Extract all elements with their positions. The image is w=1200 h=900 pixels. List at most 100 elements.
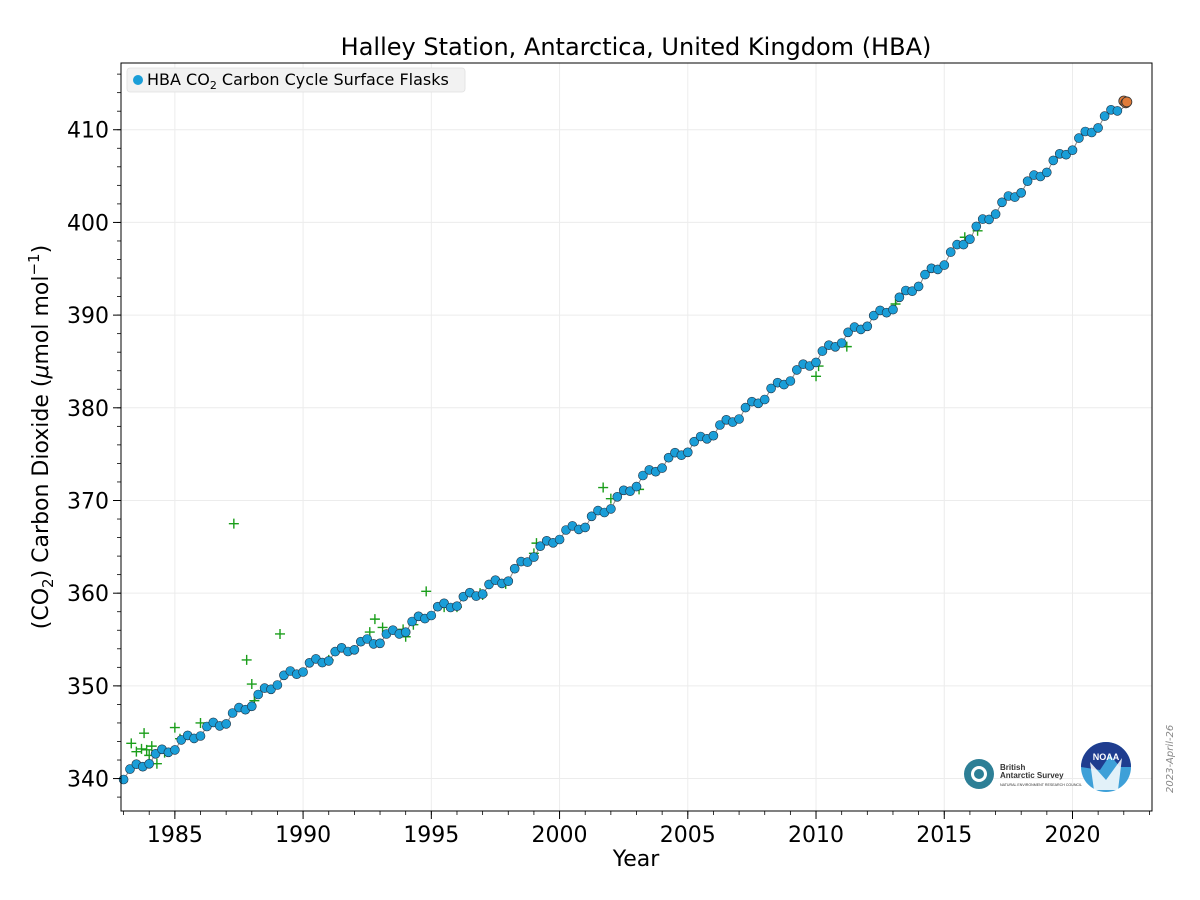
data-point <box>817 346 828 356</box>
data-point <box>349 644 360 655</box>
data-point <box>503 576 514 587</box>
legend-marker <box>133 75 143 85</box>
data-point <box>766 383 776 394</box>
flagged-point <box>146 741 157 752</box>
flagged-point <box>598 482 609 493</box>
data-point <box>1112 106 1123 116</box>
datestamp: 2023-April-26 <box>1165 725 1176 793</box>
y-tick-label: 370 <box>67 489 109 514</box>
data-point <box>522 557 533 567</box>
data-point <box>657 463 667 473</box>
data-point <box>990 209 1001 219</box>
svg-text:NATURAL ENVIRONMENT RESEARCH C: NATURAL ENVIRONMENT RESEARCH COUNCIL <box>1000 783 1082 787</box>
data-point <box>298 667 308 677</box>
data-point <box>426 610 437 621</box>
data-point <box>452 601 462 612</box>
flagged-point <box>811 371 822 382</box>
y-tick-label: 350 <box>67 675 109 700</box>
data-point <box>997 197 1007 208</box>
chart-title: Halley Station, Antarctica, United Kingd… <box>341 33 932 61</box>
data-point <box>1074 133 1084 143</box>
flagged-point <box>421 586 432 597</box>
data-point <box>939 260 950 270</box>
data-point <box>843 327 853 338</box>
y-tick-label: 390 <box>67 304 109 329</box>
data-point <box>836 338 847 348</box>
svg-text:Antarctic Survey: Antarctic Survey <box>1000 771 1064 780</box>
data-point <box>708 430 719 441</box>
data-point <box>477 589 488 599</box>
flagged-point <box>139 728 150 739</box>
flagged-point <box>126 738 137 749</box>
data-point <box>965 234 975 244</box>
data-point <box>580 522 591 533</box>
data-point <box>227 708 238 718</box>
data-point <box>945 247 956 257</box>
y-tick-label: 400 <box>67 211 109 236</box>
flagged-point <box>131 746 142 757</box>
data-point <box>689 436 700 447</box>
data-point <box>362 634 373 644</box>
legend: HBA CO2 Carbon Cycle Surface Flasks <box>126 67 466 93</box>
data-point <box>759 394 770 405</box>
data-point <box>682 447 693 458</box>
data-point <box>612 491 623 502</box>
data-point <box>323 656 334 666</box>
data-point <box>913 281 924 292</box>
data-point <box>894 292 905 303</box>
data-point <box>1022 176 1033 186</box>
data-point <box>971 221 982 232</box>
x-tick-label: 1985 <box>147 823 203 848</box>
data-point <box>195 731 206 741</box>
data-point <box>631 481 642 492</box>
data-point <box>144 758 154 769</box>
data-point <box>509 563 520 574</box>
data-point <box>907 286 918 297</box>
x-axis-title: Year <box>612 847 661 872</box>
data-point <box>535 541 546 552</box>
x-tick-label: 2000 <box>532 823 588 848</box>
legend-label: HBA CO2 Carbon Cycle Surface Flasks <box>147 70 449 92</box>
flagged-point <box>369 614 380 625</box>
data-point <box>170 745 180 755</box>
data-point <box>253 689 264 700</box>
y-tick-label: 340 <box>67 768 109 793</box>
x-tick-label: 2015 <box>916 823 972 848</box>
svg-text:NOAA: NOAA <box>1093 752 1120 762</box>
x-tick-label: 1990 <box>275 823 331 848</box>
data-points-layer <box>118 105 1123 785</box>
data-point <box>125 764 135 774</box>
data-point <box>247 701 257 712</box>
flagged-point <box>275 628 286 639</box>
data-point <box>984 214 994 225</box>
data-point <box>740 402 751 413</box>
data-point <box>221 719 231 729</box>
data-point <box>868 310 879 321</box>
data-point <box>1048 155 1059 166</box>
svg-text:British: British <box>1000 763 1025 772</box>
flagged-point <box>141 744 152 755</box>
flagged-point <box>169 722 180 733</box>
data-point <box>811 357 821 368</box>
data-point <box>118 774 129 785</box>
flagged-point <box>246 679 257 690</box>
data-point <box>715 420 725 430</box>
flagged-point <box>136 743 147 754</box>
preliminary-points-layer <box>1118 95 1133 109</box>
y-axis-title: (CO2) Carbon Dioxide (μmol mol−1) <box>25 245 57 629</box>
data-point <box>586 511 597 522</box>
noaa-logo: NOAA <box>1081 742 1131 792</box>
flagged-point <box>377 622 388 633</box>
data-point <box>554 534 565 545</box>
data-point <box>407 616 417 627</box>
data-point <box>375 638 385 649</box>
data-point <box>862 321 873 332</box>
data-point <box>1016 188 1027 198</box>
flagged-point <box>228 518 239 529</box>
data-point <box>606 504 616 514</box>
y-axis-ticks: 340 350 360 370 380 390 400 410 <box>67 73 121 798</box>
x-tick-label: 2020 <box>1044 823 1100 848</box>
x-tick-label: 2005 <box>660 823 716 848</box>
x-tick-label: 2010 <box>788 823 844 848</box>
